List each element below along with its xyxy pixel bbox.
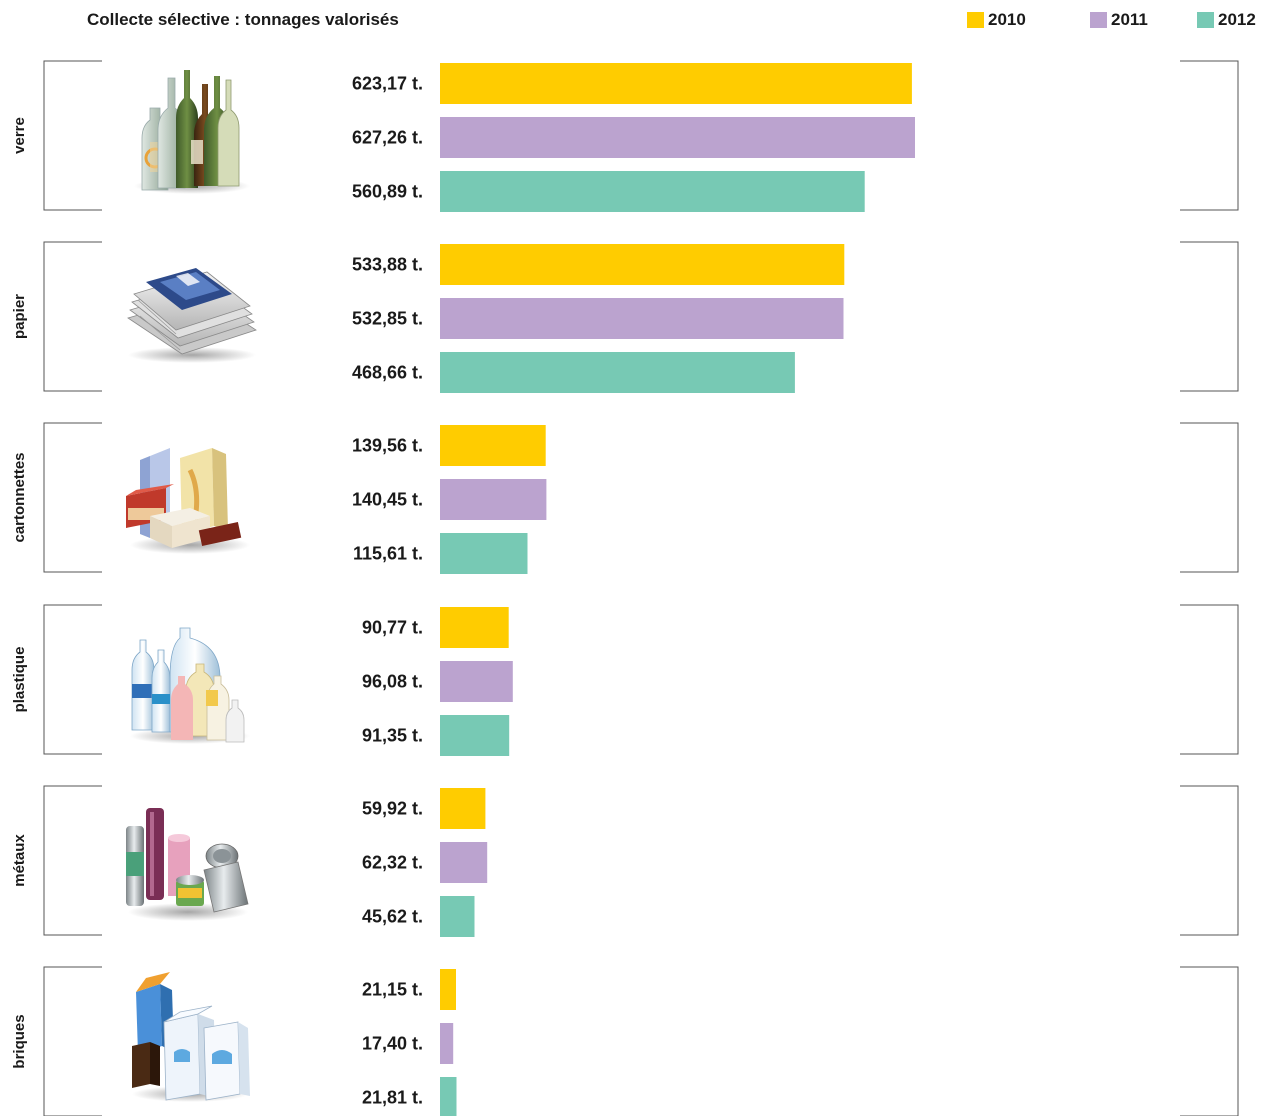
frame-left-metaux bbox=[43, 785, 102, 936]
bar-verre-2012 bbox=[440, 171, 865, 212]
value-label-briques-2012: 21,81 t. bbox=[362, 1087, 423, 1107]
value-label-briques-2010: 21,15 t. bbox=[362, 979, 423, 999]
value-label-briques-2011: 17,40 t. bbox=[362, 1033, 423, 1053]
bar-verre-2011 bbox=[440, 117, 915, 158]
frame-left-verre bbox=[43, 60, 102, 211]
value-label-metaux-2011: 62,32 t. bbox=[362, 852, 423, 872]
category-label-metaux: métaux bbox=[11, 834, 28, 887]
frame-left-plastique bbox=[43, 604, 102, 755]
bar-papier-2010 bbox=[440, 244, 845, 285]
bar-briques-2012 bbox=[440, 1077, 457, 1116]
legend-item-2010: 2010 bbox=[967, 9, 1026, 31]
category-label-verre: verre bbox=[11, 117, 28, 154]
bar-papier-2012 bbox=[440, 352, 795, 393]
legend-swatch-2012 bbox=[1197, 12, 1214, 28]
cardboard-boxes-icon bbox=[126, 448, 250, 554]
bar-cartonnettes-2012 bbox=[440, 533, 528, 574]
legend: 2010 2011 2012 bbox=[0, 9, 1273, 31]
group-value-labels: 623,17 t. 627,26 t. 560,89 t. 533,88 t. 532,… bbox=[352, 73, 423, 1107]
bar-plastique-2011 bbox=[440, 661, 513, 702]
bar-verre-2010 bbox=[440, 63, 912, 104]
category-label-papier: papier bbox=[11, 294, 28, 339]
value-label-metaux-2010: 59,92 t. bbox=[362, 798, 423, 818]
bar-plastique-2010 bbox=[440, 607, 509, 648]
category-label-briques: briques bbox=[11, 1014, 28, 1068]
value-label-metaux-2012: 45,62 t. bbox=[362, 906, 423, 926]
value-label-cartonnettes-2010: 139,56 t. bbox=[352, 435, 423, 455]
paper-stack-icon bbox=[127, 268, 257, 363]
value-label-verre-2010: 623,17 t. bbox=[352, 73, 423, 93]
bar-metaux-2010 bbox=[440, 788, 486, 829]
value-label-plastique-2012: 91,35 t. bbox=[362, 725, 423, 745]
value-label-verre-2011: 627,26 t. bbox=[352, 127, 423, 147]
value-label-verre-2012: 560,89 t. bbox=[352, 181, 423, 201]
bar-metaux-2011 bbox=[440, 842, 488, 883]
value-label-plastique-2010: 90,77 t. bbox=[362, 617, 423, 637]
legend-label-2010: 2010 bbox=[988, 10, 1026, 29]
value-label-cartonnettes-2011: 140,45 t. bbox=[352, 489, 423, 509]
frame-right-metaux bbox=[1180, 785, 1239, 936]
legend-item-2011: 2011 bbox=[1090, 9, 1148, 31]
frame-right-plastique bbox=[1180, 604, 1239, 755]
value-label-papier-2011: 532,85 t. bbox=[352, 308, 423, 328]
group-frames bbox=[43, 60, 1239, 1116]
frame-left-briques bbox=[43, 966, 102, 1116]
category-label-cartonnettes: cartonnettes bbox=[11, 452, 28, 542]
bar-papier-2011 bbox=[440, 298, 844, 339]
legend-swatch-2010 bbox=[967, 12, 984, 28]
frame-right-papier bbox=[1180, 241, 1239, 392]
legend-label-2011: 2011 bbox=[1111, 10, 1148, 29]
value-label-cartonnettes-2012: 115,61 t. bbox=[353, 543, 423, 563]
frame-right-cartonnettes bbox=[1180, 422, 1239, 573]
category-label-plastique: plastique bbox=[11, 647, 28, 713]
frame-left-cartonnettes bbox=[43, 422, 102, 573]
bar-cartonnettes-2010 bbox=[440, 425, 546, 466]
frame-right-verre bbox=[1180, 60, 1239, 211]
frame-left-papier bbox=[43, 241, 102, 392]
glass-bottles-icon bbox=[134, 70, 250, 194]
value-label-plastique-2011: 96,08 t. bbox=[362, 671, 423, 691]
legend-item-2012: 2012 bbox=[1197, 9, 1256, 31]
group-category-labels: verre papier cartonnettes plastique métaux br… bbox=[11, 117, 28, 1068]
drink-cartons-icon bbox=[132, 972, 250, 1102]
frame-right-briques bbox=[1180, 966, 1239, 1116]
bar-metaux-2012 bbox=[440, 896, 475, 937]
value-label-papier-2010: 533,88 t. bbox=[352, 254, 423, 274]
bar-cartonnettes-2011 bbox=[440, 479, 547, 520]
bar-briques-2011 bbox=[440, 1023, 454, 1064]
legend-swatch-2011 bbox=[1090, 12, 1107, 28]
group-bars bbox=[440, 63, 915, 1116]
bar-briques-2010 bbox=[440, 969, 456, 1010]
chart-title: Collecte sélective : tonnages valorisés bbox=[87, 10, 399, 29]
legend-label-2012: 2012 bbox=[1218, 10, 1256, 29]
plastic-bottles-icon bbox=[130, 627, 250, 744]
group-icons bbox=[126, 70, 257, 1102]
metal-cans-icon bbox=[126, 808, 249, 921]
value-label-papier-2012: 468,66 t. bbox=[352, 362, 423, 382]
bar-plastique-2012 bbox=[440, 715, 510, 756]
